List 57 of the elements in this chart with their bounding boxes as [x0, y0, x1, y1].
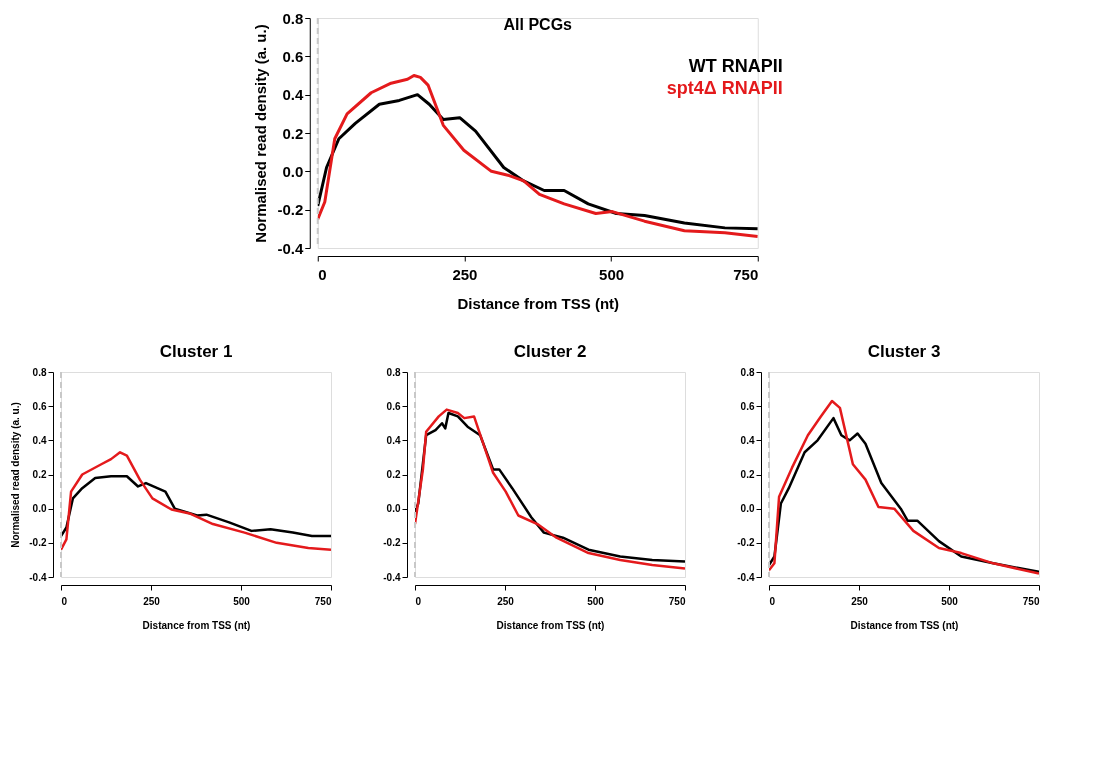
y-tick-label: 0.0 — [32, 503, 47, 515]
y-tick-label: 0.6 — [32, 400, 47, 412]
chart-title: Cluster 3 — [867, 342, 941, 361]
x-axis-title: Distance from TSS (nt) — [457, 294, 620, 312]
y-tick-label: -0.4 — [29, 571, 47, 583]
y-tick-label: -0.2 — [383, 537, 401, 549]
y-tick-label: 0.8 — [32, 366, 47, 378]
y-tick-label: 0.6 — [740, 400, 755, 412]
x-axis-title: Distance from TSS (nt) — [142, 619, 251, 631]
y-tick-label: 0.0 — [282, 162, 304, 180]
y-tick-label: 0.2 — [386, 469, 401, 480]
x-tick-label: 750 — [733, 265, 759, 283]
x-axis-title: Distance from TSS (nt) — [850, 619, 959, 631]
text: WT RNAPII — [688, 56, 783, 76]
chart-title: Cluster 1 — [159, 342, 233, 361]
x-tick-label: 500 — [941, 595, 959, 607]
y-tick-label: -0.4 — [277, 239, 304, 257]
y-tick-label: 0.2 — [740, 469, 755, 480]
y-tick-label: -0.4 — [383, 571, 401, 583]
y-tick-label: -0.2 — [737, 537, 755, 549]
y-tick-label: 0.8 — [282, 9, 304, 27]
x-tick-label: 500 — [233, 595, 251, 607]
y-tick-label: 0.0 — [386, 503, 401, 515]
y-tick-label: 0.4 — [740, 434, 755, 446]
y-axis-title: Normalised read density (a. u.) — [252, 24, 270, 243]
x-tick-label: 0 — [769, 595, 776, 607]
y-tick-label: -0.4 — [737, 571, 755, 583]
x-tick-label: 250 — [143, 595, 161, 607]
y-axis-title: Normalised read density (a. u.) — [10, 402, 22, 548]
y-tick-label: -0.2 — [277, 201, 304, 219]
y-tick-label: 0.6 — [282, 47, 304, 65]
x-tick-label: 500 — [587, 595, 605, 607]
x-tick-label: 250 — [851, 595, 869, 607]
x-tick-label: 750 — [668, 595, 686, 607]
x-tick-label: 250 — [452, 265, 478, 283]
x-tick-label: 750 — [1022, 595, 1040, 607]
x-tick-label: 0 — [318, 265, 327, 283]
y-tick-label: 0.4 — [32, 434, 47, 446]
chart-title: Cluster 2 — [513, 342, 587, 361]
x-tick-label: 500 — [599, 265, 625, 283]
x-tick-label: 0 — [415, 595, 422, 607]
line-series — [61, 451, 331, 551]
y-tick-label: 0.4 — [386, 434, 401, 446]
y-tick-label: 0.4 — [282, 86, 304, 104]
y-tick-label: 0.6 — [386, 400, 401, 412]
y-tick-label: 0.2 — [282, 124, 304, 142]
y-tick-label: 0.2 — [32, 469, 47, 480]
y-tick-label: 0.8 — [386, 366, 401, 378]
x-axis-title: Distance from TSS (nt) — [496, 619, 605, 631]
y-tick-label: 0.0 — [740, 503, 755, 515]
y-tick-label: 0.8 — [740, 366, 755, 378]
x-tick-label: 0 — [61, 595, 68, 607]
x-tick-label: 750 — [314, 595, 332, 607]
x-tick-label: 250 — [497, 595, 515, 607]
chart-title: All PCGs — [503, 16, 573, 33]
text: spt4Δ RNAPII — [666, 78, 783, 98]
y-tick-label: -0.2 — [29, 537, 47, 549]
